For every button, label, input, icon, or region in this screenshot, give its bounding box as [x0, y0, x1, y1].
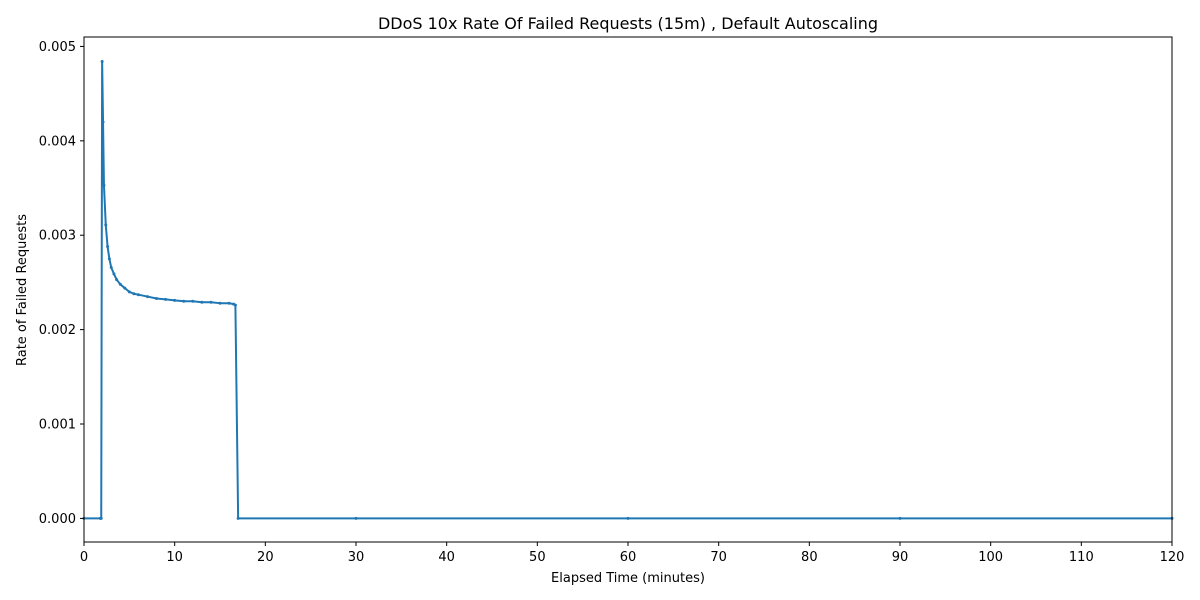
data-point: [173, 298, 177, 302]
data-point: [233, 303, 237, 307]
data-point: [145, 295, 149, 299]
x-tick-label: 40: [438, 550, 455, 565]
data-point: [123, 286, 127, 290]
data-point: [104, 223, 108, 227]
x-tick-label: 120: [1160, 550, 1185, 565]
x-tick-label: 20: [257, 550, 274, 565]
data-point: [182, 299, 186, 303]
y-axis-label: Rate of Failed Requests: [15, 214, 30, 366]
data-point: [109, 265, 113, 269]
x-tick-label: 70: [710, 550, 727, 565]
data-point: [236, 516, 240, 520]
data-point: [136, 293, 140, 297]
data-point: [155, 296, 159, 300]
chart-title: DDoS 10x Rate Of Failed Requests (15m) ,…: [378, 14, 878, 33]
data-point: [115, 278, 119, 282]
data-point: [218, 301, 222, 305]
x-tick-label: 60: [620, 550, 637, 565]
data-point: [354, 516, 358, 520]
x-tick-label: 80: [801, 550, 818, 565]
y-tick-label: 0.001: [39, 418, 76, 433]
x-tick-label: 110: [1069, 550, 1094, 565]
data-point: [100, 60, 104, 64]
plot-frame: [83, 36, 1173, 543]
x-tick-label: 30: [348, 550, 365, 565]
data-point: [898, 516, 902, 520]
x-tick-label: 100: [978, 550, 1003, 565]
data-point: [106, 245, 110, 249]
x-tick-label: 50: [529, 550, 546, 565]
plot-area: [82, 60, 1174, 520]
data-point: [99, 516, 103, 520]
data-point: [127, 290, 131, 294]
data-point: [107, 257, 111, 261]
data-point: [112, 272, 116, 276]
data-point: [191, 299, 195, 303]
y-tick-label: 0.002: [39, 323, 76, 338]
data-point: [118, 282, 122, 286]
x-tick-label: 10: [166, 550, 183, 565]
y-tick-label: 0.005: [39, 40, 76, 55]
data-point: [101, 120, 105, 124]
x-axis-label: Elapsed Time (minutes): [551, 571, 705, 586]
y-tick-label: 0.003: [39, 229, 76, 244]
data-point: [132, 292, 136, 296]
y-axis: 0.000 0.001 0.002 0.003 0.004 0.005: [39, 40, 84, 527]
y-tick-label: 0.004: [39, 134, 76, 149]
data-point: [164, 297, 168, 301]
x-tick-label: 90: [892, 550, 909, 565]
data-point: [227, 301, 231, 305]
data-point: [200, 300, 204, 304]
x-tick-label: 0: [80, 550, 88, 565]
data-point: [626, 516, 630, 520]
data-point: [102, 183, 106, 187]
x-axis: 0 10 20 30 40 50 60 70 80 90 100 110 120: [80, 542, 1185, 565]
y-tick-label: 0.000: [39, 512, 76, 527]
data-point: [209, 300, 213, 304]
